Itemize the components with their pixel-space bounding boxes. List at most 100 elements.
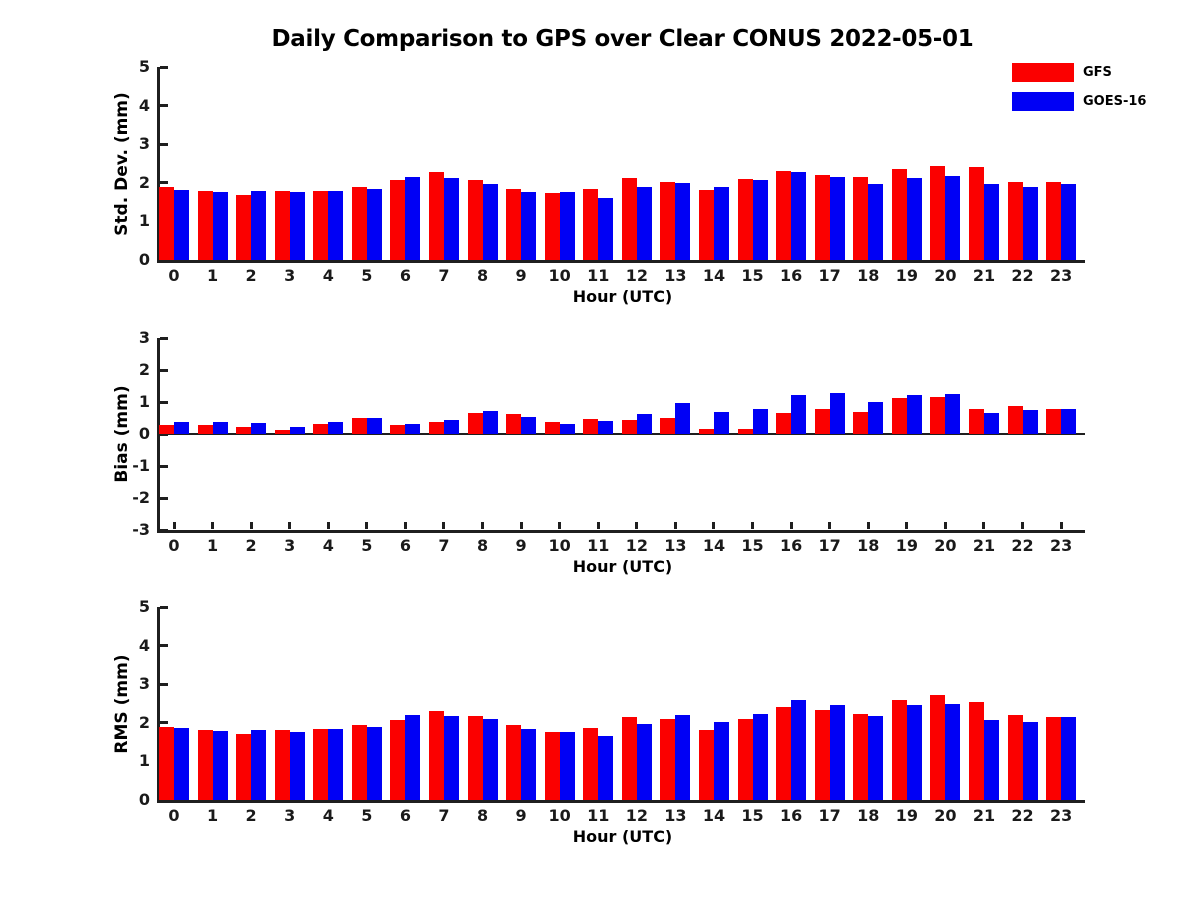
bar-goes-16-hour-1 (212, 192, 228, 260)
bar-goes-16-hour-13 (675, 403, 691, 434)
bias-x-tick-label: 4 (322, 536, 334, 555)
bar-gfs-hour-5 (351, 186, 367, 260)
stddev-x-axis-line (157, 260, 1085, 263)
rms-y-axis-label: RMS (mm) (112, 653, 132, 754)
bar-goes-16-hour-15 (752, 180, 768, 260)
bar-goes-16-hour-19 (906, 705, 922, 800)
bar-goes-16-hour-16 (791, 394, 807, 434)
bar-gfs-hour-3 (274, 429, 290, 434)
bar-gfs-hour-10 (544, 192, 560, 260)
stddev-x-tick-label: 16 (779, 266, 803, 285)
stddev-x-tick-label: 7 (438, 266, 450, 285)
bias-y-tick (160, 432, 168, 436)
bar-gfs-hour-8 (467, 716, 483, 800)
bias-x-tick-label: 3 (284, 536, 296, 555)
stddev-y-tick-label: 3 (138, 134, 150, 154)
bar-gfs-hour-4 (313, 190, 329, 260)
bias-x-tick-label: 5 (361, 536, 373, 555)
stddev-x-axis-label: Hour (UTC) (572, 287, 673, 306)
bar-gfs-hour-21 (968, 409, 984, 434)
bar-gfs-hour-19 (891, 398, 907, 434)
bias-x-tick (558, 522, 562, 529)
bias-x-tick (288, 522, 292, 529)
stddev-y-tick (160, 142, 168, 146)
rms-y-tick (160, 605, 168, 609)
stddev-x-tick-label: 12 (625, 266, 648, 285)
bias-y-axis-line (157, 338, 160, 533)
bias-x-tick-label: 19 (895, 536, 918, 555)
bar-gfs-hour-13 (660, 718, 676, 800)
rms-x-tick-label: 1 (206, 806, 219, 825)
bias-x-tick-label: 18 (857, 536, 880, 555)
bias-x-tick-label: 1 (206, 536, 219, 555)
stddev-y-tick-label: 1 (138, 211, 150, 231)
stddev-x-tick-label: 13 (664, 266, 687, 285)
bar-goes-16-hour-14 (713, 411, 729, 434)
bar-goes-16-hour-15 (752, 714, 768, 800)
bar-goes-16-hour-5 (366, 188, 382, 260)
bar-goes-16-hour-5 (366, 417, 382, 434)
bar-goes-16-hour-13 (675, 715, 691, 800)
bar-gfs-hour-2 (236, 426, 252, 434)
bias-x-tick (442, 522, 446, 529)
bar-gfs-hour-14 (698, 729, 714, 800)
stddev-y-tick-label: 2 (138, 172, 150, 192)
bias-y-tick-label: 0 (138, 424, 150, 443)
legend-label-goes16: GOES-16 (1083, 94, 1147, 109)
rms-x-tick-label: 16 (779, 806, 803, 825)
bar-gfs-hour-13 (660, 418, 676, 434)
bias-zero-line (160, 433, 1085, 435)
bar-gfs-hour-11 (583, 189, 599, 260)
stddev-x-tick-label: 14 (702, 266, 726, 285)
bar-goes-16-hour-23 (1061, 183, 1077, 260)
rms-x-tick-label: 21 (972, 806, 996, 825)
bar-goes-16-hour-6 (405, 715, 421, 800)
bias-x-tick (519, 522, 523, 529)
bias-x-tick-label: 12 (625, 536, 648, 555)
bar-goes-16-hour-23 (1061, 409, 1077, 434)
bias-x-tick (1059, 522, 1063, 529)
rms-y-axis-line (157, 607, 160, 803)
bar-gfs-hour-13 (660, 182, 676, 260)
bar-gfs-hour-6 (390, 425, 406, 434)
bar-gfs-hour-1 (197, 425, 213, 434)
legend: GFS GOES-16 (1012, 63, 1146, 121)
bar-gfs-hour-19 (891, 168, 907, 260)
bias-x-tick (943, 522, 947, 529)
bar-gfs-hour-6 (390, 719, 406, 800)
bias-x-tick (905, 522, 909, 529)
bar-gfs-hour-22 (1007, 715, 1023, 800)
bar-goes-16-hour-4 (328, 190, 344, 260)
bar-gfs-hour-18 (853, 177, 869, 260)
bar-goes-16-hour-7 (443, 177, 459, 260)
bias-x-tick (673, 522, 677, 529)
stddev-x-tick-label: 10 (548, 266, 571, 285)
bar-goes-16-hour-11 (598, 420, 614, 434)
bar-goes-16-hour-4 (328, 728, 344, 800)
bar-goes-16-hour-20 (945, 703, 961, 800)
stddev-x-tick-label: 9 (515, 266, 527, 285)
bar-gfs-hour-15 (737, 428, 753, 434)
bar-gfs-hour-12 (621, 178, 637, 260)
bias-x-tick-label: 21 (972, 536, 996, 555)
bar-goes-16-hour-12 (636, 724, 652, 800)
bias-x-tick (982, 522, 986, 529)
bias-x-tick-label: 13 (664, 536, 687, 555)
stddev-y-axis-label: Std. Dev. (mm) (112, 91, 132, 236)
bar-goes-16-hour-6 (405, 424, 421, 434)
rms-y-tick-label: 5 (138, 597, 150, 616)
bar-goes-16-hour-8 (482, 718, 498, 800)
bar-goes-16-hour-9 (521, 191, 537, 260)
bar-gfs-hour-16 (776, 171, 792, 260)
stddev-x-tick-label: 18 (857, 266, 880, 285)
bar-goes-16-hour-12 (636, 187, 652, 260)
rms-y-tick-label: 0 (138, 790, 150, 809)
stddev-x-tick-label: 6 (399, 266, 411, 285)
bar-gfs-hour-10 (544, 422, 560, 434)
bar-goes-16-hour-9 (521, 728, 537, 800)
bias-x-tick (326, 522, 330, 529)
rms-x-axis-line (157, 800, 1085, 803)
bar-goes-16-hour-1 (212, 422, 228, 434)
bar-goes-16-hour-3 (289, 426, 305, 434)
legend-item-gfs: GFS (1012, 63, 1146, 82)
